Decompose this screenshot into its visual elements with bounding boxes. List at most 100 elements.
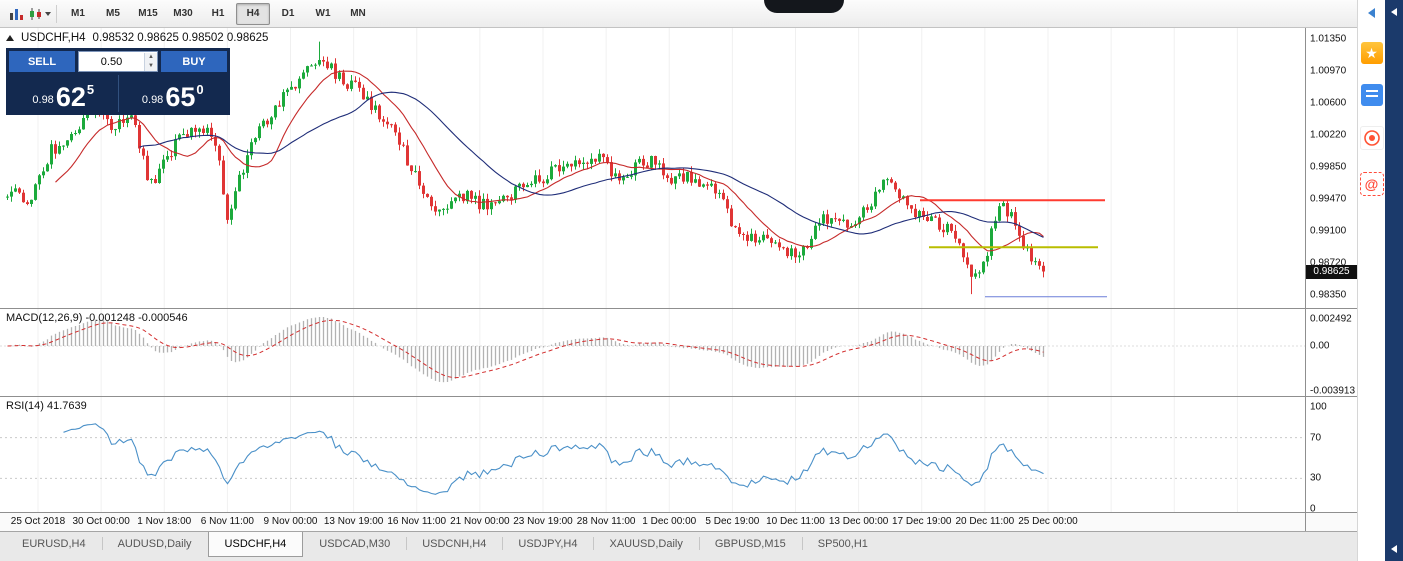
chart-tab-usdcad[interactable]: USDCAD,M30 xyxy=(319,537,391,550)
browser-sidebar: ★ @ xyxy=(1357,0,1385,561)
volume-input[interactable] xyxy=(79,55,144,68)
sell-price-prefix: 0.98 xyxy=(32,94,54,106)
price-scale-label: 1.00970 xyxy=(1310,65,1347,77)
buy-price-sup: 0 xyxy=(196,82,204,97)
sell-price[interactable]: 0.98 62 5 xyxy=(9,75,119,112)
volume-spinner: ▲ ▼ xyxy=(144,52,157,71)
notes-list-button[interactable] xyxy=(1360,84,1383,106)
macd-chart[interactable] xyxy=(0,309,1305,396)
buy-price-prefix: 0.98 xyxy=(141,94,164,106)
macd-scale-label: -0.003913 xyxy=(1310,385,1356,397)
time-axis-label: 1 Dec 00:00 xyxy=(642,516,697,527)
time-axis-label: 25 Dec 00:00 xyxy=(1018,516,1078,527)
price-scale-label: 1.00220 xyxy=(1310,129,1347,141)
time-axis-label: 23 Nov 19:00 xyxy=(513,516,573,527)
chart-tab-usdchf[interactable]: USDCHF,H4 xyxy=(207,532,304,557)
rsi-scale-label: 100 xyxy=(1310,401,1327,413)
background-window-artifact xyxy=(764,0,844,13)
one-click-toggle-icon[interactable] xyxy=(6,35,14,41)
chart-tab-usdcnh[interactable]: USDCNH,H4 xyxy=(406,532,502,555)
chart-tab-eurusd[interactable]: EURUSD,H4 xyxy=(22,537,86,550)
rsi-chart[interactable] xyxy=(0,397,1305,512)
rsi-scale-label: 0 xyxy=(1310,503,1316,513)
main-chart-panel: USDCHF,H4 0.98532 0.98625 0.98502 0.9862… xyxy=(0,28,1357,308)
chart-ohlc-values: 0.98532 0.98625 0.98502 0.98625 xyxy=(92,32,269,44)
bid-ask-prices: 0.98 62 5 0.98 65 0 xyxy=(9,75,227,112)
time-axis[interactable]: 25 Oct 2018 30 Oct 00:00 1 Nov 18:00 6 Nov … xyxy=(0,512,1357,531)
chart-tabs-bar: EURUSD,H4 AUDUSD,Daily USDCHF,H4 USDCAD,M30… xyxy=(0,531,1357,561)
time-axis-label: 13 Dec 00:00 xyxy=(828,516,889,527)
time-axis-label: 17 Dec 19:00 xyxy=(892,516,952,527)
timeframe-button-m15[interactable]: M15 xyxy=(138,8,158,19)
macd-label: MACD(12,26,9) -0.001248 -0.000546 xyxy=(6,312,188,324)
rsi-scale: 100 70 30 0 xyxy=(1305,397,1357,512)
time-axis-label: 5 Dec 19:00 xyxy=(705,516,760,527)
buy-price-big: 65 xyxy=(165,82,196,113)
rsi-label: RSI(14) 41.7639 xyxy=(6,400,87,412)
time-axis-label: 28 Nov 11:00 xyxy=(576,516,636,527)
time-axis-label: 13 Nov 19:00 xyxy=(323,516,384,527)
timeframe-button-mn[interactable]: MN xyxy=(350,8,366,19)
time-axis-label: 6 Nov 11:00 xyxy=(200,516,254,527)
buy-button[interactable]: BUY xyxy=(161,51,227,72)
timeframe-button-m30[interactable]: M30 xyxy=(173,8,193,19)
buy-price[interactable]: 0.98 65 0 xyxy=(119,75,228,112)
time-axis-label: 16 Nov 11:00 xyxy=(387,516,447,527)
price-scale[interactable]: 0.98625 1.01350 1.00970 1.00600 1.00220 0.99… xyxy=(1305,28,1357,308)
weibo-eye-button[interactable] xyxy=(1359,126,1384,150)
current-price-badge: 0.98625 xyxy=(1306,264,1357,279)
timeframe-button-d1[interactable]: D1 xyxy=(281,8,295,19)
chart-title: USDCHF,H4 0.98532 0.98625 0.98502 0.9862… xyxy=(6,32,268,44)
rsi-scale-label: 30 xyxy=(1310,472,1322,484)
collapse-arrow-icon[interactable] xyxy=(1368,8,1375,18)
timeframe-button-w1[interactable]: W1 xyxy=(315,8,331,19)
chart-tab-audusd[interactable]: AUDUSD,Daily xyxy=(101,532,208,555)
timeframe-button-h4[interactable]: H4 xyxy=(236,2,270,25)
timeframe-button-m5[interactable]: M5 xyxy=(106,8,120,19)
volume-decrease-button[interactable]: ▼ xyxy=(145,61,157,71)
weibo-at-button[interactable]: @ xyxy=(1359,172,1384,196)
chart-tab-usdjpy[interactable]: USDJPY,H4 xyxy=(502,532,593,555)
chart-tab-gbpusd[interactable]: GBPUSD,M15 xyxy=(698,532,802,555)
price-scale-label: 0.98720 xyxy=(1310,257,1347,269)
volume-increase-button[interactable]: ▲ xyxy=(145,52,157,62)
one-click-trading-panel: SELL ▲ ▼ BUY 0.98625 0.986 xyxy=(6,48,230,115)
chart-tab-sp500[interactable]: SP500,H1 xyxy=(801,532,884,555)
chart-type-dropdown-icon[interactable] xyxy=(28,3,52,25)
axis-corner xyxy=(1305,513,1357,531)
time-axis-label: 1 Nov 18:00 xyxy=(137,516,192,527)
price-scale-label: 0.99100 xyxy=(1310,225,1347,237)
timeframe-button-h1[interactable]: H1 xyxy=(211,8,225,19)
price-scale-label: 0.99470 xyxy=(1310,193,1347,205)
list-icon xyxy=(1365,90,1378,100)
right-edge-bar xyxy=(1385,0,1403,561)
at-icon: @ xyxy=(1364,176,1379,192)
price-scale-label: 0.98350 xyxy=(1310,289,1347,301)
bar-chart-icon[interactable] xyxy=(4,3,28,25)
favorites-star-button[interactable]: ★ xyxy=(1360,42,1383,64)
price-scale-label: 0.99850 xyxy=(1310,161,1347,173)
timeframe-button-m1[interactable]: M1 xyxy=(71,8,85,19)
toolbar: M1 M5 M15 M30 H1 H4 D1 W1 MN xyxy=(0,0,1357,28)
chevron-down-icon xyxy=(45,11,51,16)
macd-panel: MACD(12,26,9) -0.001248 -0.000546 0.0024… xyxy=(0,308,1357,396)
rsi-scale-label: 70 xyxy=(1310,432,1322,444)
price-scale-label: 1.00600 xyxy=(1310,97,1347,109)
sell-price-sup: 5 xyxy=(86,82,95,97)
chart-symbol-label: USDCHF,H4 xyxy=(21,32,86,44)
sell-button[interactable]: SELL xyxy=(9,51,75,72)
panel-collapse-arrow-top[interactable] xyxy=(1391,8,1397,16)
time-axis-label: 10 Dec 11:00 xyxy=(766,516,825,527)
volume-box: ▲ ▼ xyxy=(78,51,158,72)
time-axis-label: 25 Oct 2018 xyxy=(10,516,66,527)
eye-icon xyxy=(1363,130,1380,146)
chart-workspace: M1 M5 M15 M30 H1 H4 D1 W1 MN USDCHF,H4 0.98532 0… xyxy=(0,0,1357,561)
star-icon: ★ xyxy=(1365,44,1378,61)
time-axis-label: 21 Nov 00:00 xyxy=(450,516,510,527)
panel-collapse-arrow-bottom[interactable] xyxy=(1391,545,1397,553)
rsi-panel: RSI(14) 41.7639 100 70 30 0 xyxy=(0,396,1357,512)
chart-tab-xauusd[interactable]: XAUUSD,Daily xyxy=(593,532,698,555)
time-axis-label: 30 Oct 00:00 xyxy=(72,516,130,527)
time-axis-label: 20 Dec 11:00 xyxy=(955,516,1015,527)
